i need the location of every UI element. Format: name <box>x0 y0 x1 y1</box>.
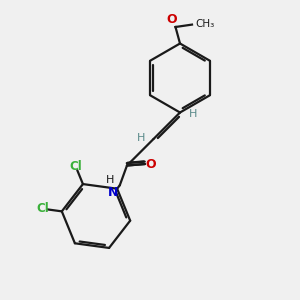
Text: H: H <box>106 175 114 185</box>
Text: CH₃: CH₃ <box>195 19 214 29</box>
Text: N: N <box>108 186 118 199</box>
Text: O: O <box>145 158 156 170</box>
Text: Cl: Cl <box>69 160 82 172</box>
Text: Cl: Cl <box>36 202 49 215</box>
Text: O: O <box>167 14 177 26</box>
Text: H: H <box>137 133 145 142</box>
Text: H: H <box>188 109 197 119</box>
